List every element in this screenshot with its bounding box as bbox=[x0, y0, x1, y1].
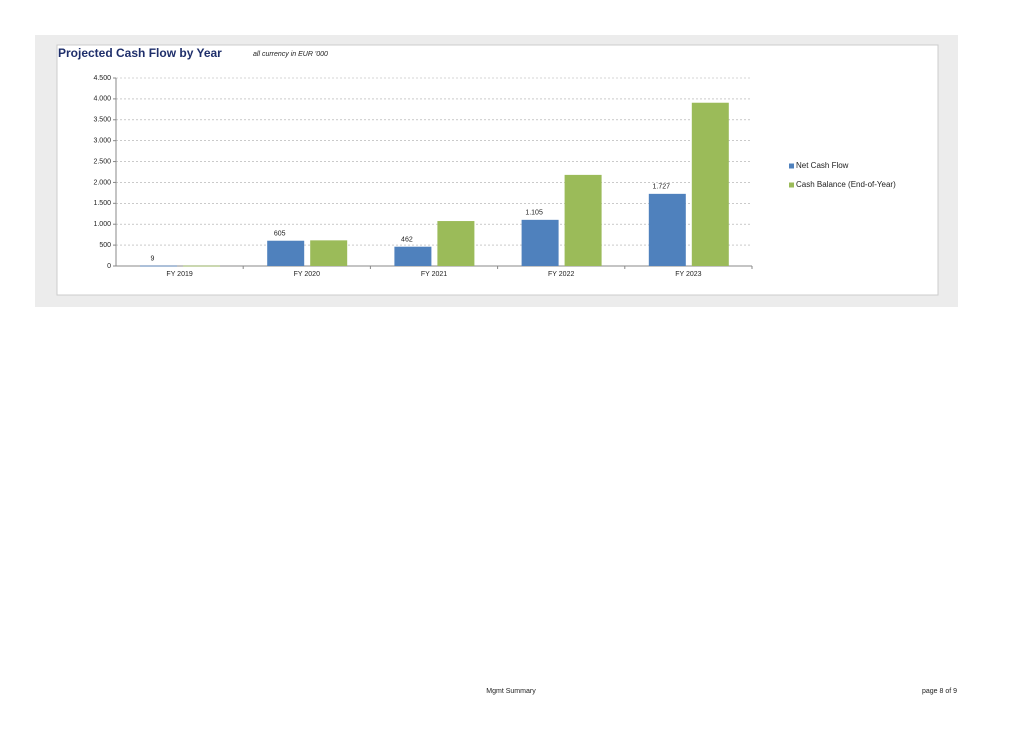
footer-center: Mgmt Summary bbox=[486, 688, 536, 695]
y-tick-label: 3.500 bbox=[93, 117, 111, 124]
x-tick-label: FY 2023 bbox=[675, 271, 701, 278]
y-tick-label: 2.500 bbox=[93, 158, 111, 165]
y-tick-label: 1.000 bbox=[93, 221, 111, 228]
data-label: 462 bbox=[401, 237, 413, 244]
chart-panel bbox=[56, 44, 939, 296]
y-tick-label: 1.500 bbox=[93, 200, 111, 207]
bar bbox=[521, 219, 559, 266]
bar bbox=[691, 102, 729, 266]
y-tick-label: 3.000 bbox=[93, 138, 111, 145]
x-tick-label: FY 2022 bbox=[548, 271, 574, 278]
data-label: 605 bbox=[274, 231, 286, 238]
footer-page: page 8 of 9 bbox=[922, 688, 957, 695]
y-tick-label: 0 bbox=[107, 263, 111, 270]
bar bbox=[183, 265, 220, 267]
x-tick-label: FY 2021 bbox=[421, 271, 447, 278]
y-tick-label: 500 bbox=[99, 242, 111, 249]
legend-swatch bbox=[789, 182, 794, 188]
chart-subtitle: all currency in EUR '000 bbox=[253, 51, 328, 58]
x-tick-label: FY 2019 bbox=[166, 271, 192, 278]
legend-label: Net Cash Flow bbox=[796, 161, 849, 170]
bar bbox=[564, 174, 602, 266]
y-tick-label: 2.000 bbox=[93, 179, 111, 186]
bar bbox=[267, 240, 305, 266]
bar bbox=[140, 265, 177, 267]
data-label: 9 bbox=[151, 255, 155, 262]
x-tick-label: FY 2020 bbox=[294, 271, 320, 278]
bar bbox=[437, 221, 475, 266]
chart-title: Projected Cash Flow by Year bbox=[58, 46, 222, 60]
data-label: 1.105 bbox=[525, 210, 543, 217]
data-label: 1.727 bbox=[653, 184, 671, 191]
y-tick-label: 4.500 bbox=[93, 75, 111, 82]
bar bbox=[394, 246, 432, 266]
legend-swatch bbox=[789, 163, 794, 169]
bar bbox=[310, 240, 348, 266]
y-tick-label: 4.000 bbox=[93, 96, 111, 103]
legend-label: Cash Balance (End-of-Year) bbox=[796, 180, 896, 189]
bar bbox=[648, 193, 686, 266]
